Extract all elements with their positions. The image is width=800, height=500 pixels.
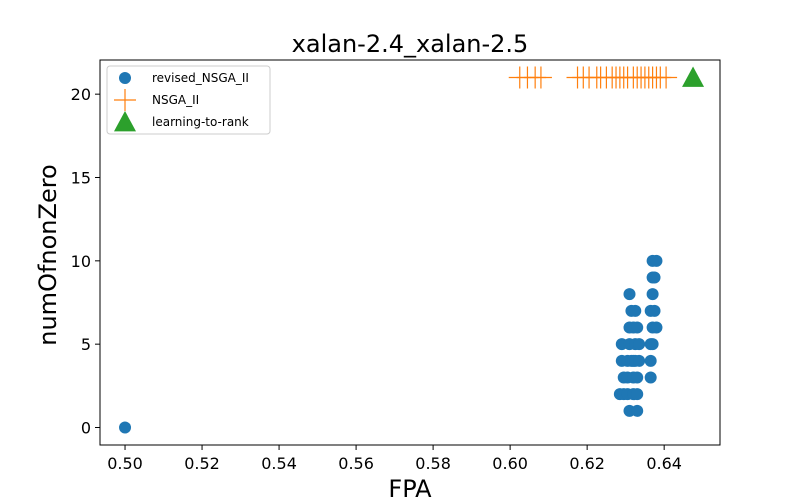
x-tick-label: 0.50: [107, 454, 143, 473]
x-tick-label: 0.60: [492, 454, 528, 473]
y-tick-label: 15: [71, 169, 91, 188]
nsga-ii-point: [529, 66, 552, 89]
legend-label-learning-to-rank: learning-to-rank: [152, 115, 249, 129]
legend: revised_NSGA_II NSGA_II learning-to-rank: [106, 65, 271, 135]
revised-nsga-ii-point: [629, 304, 642, 317]
revised-nsga-ii-point: [644, 371, 657, 384]
revised-nsga-ii-point: [633, 354, 646, 367]
x-tick-label: 0.64: [646, 454, 682, 473]
revised-nsga-ii-point: [648, 271, 661, 284]
legend-marker-learning-to-rank: [114, 111, 136, 132]
x-tick-label: 0.56: [338, 454, 374, 473]
x-axis-label: FPA: [388, 475, 432, 500]
y-tick-label: 10: [71, 252, 91, 271]
y-axis-label: numOfnonZero: [34, 164, 62, 345]
legend-box: [106, 65, 271, 135]
learning-to-rank-point: [682, 66, 705, 87]
revised-nsga-ii-point: [631, 371, 644, 384]
plot-frame: [99, 59, 721, 446]
chart-title: xalan-2.4_xalan-2.5: [292, 30, 529, 58]
x-tick-label: 0.62: [569, 454, 605, 473]
revised-nsga-ii-point: [623, 288, 636, 301]
revised-nsga-ii-point: [644, 354, 657, 367]
revised-nsga-ii-point: [119, 421, 132, 434]
y-tick-label: 5: [81, 335, 91, 354]
series-revised-nsga-ii: [119, 254, 663, 434]
revised-nsga-ii-point: [648, 304, 661, 317]
revised-nsga-ii-point: [646, 288, 659, 301]
revised-nsga-ii-point: [650, 254, 663, 267]
axes: 0.50 0.52 0.54 0.56 0.58 0.60 0.62 0.64 0 5 10 15 20: [71, 59, 721, 473]
revised-nsga-ii-point: [650, 321, 663, 334]
legend-label-nsga-ii: NSGA_II: [152, 93, 199, 107]
series-nsga-ii: [508, 66, 678, 89]
revised-nsga-ii-point: [631, 321, 644, 334]
series-learning-to-rank: [682, 66, 705, 87]
nsga-ii-point: [655, 66, 678, 89]
y-tick-label: 0: [81, 419, 91, 438]
legend-marker-revised-nsga-ii: [119, 72, 131, 84]
plot-marks: [119, 66, 705, 434]
revised-nsga-ii-point: [633, 338, 646, 351]
x-tick-label: 0.54: [261, 454, 297, 473]
revised-nsga-ii-point: [631, 404, 644, 417]
x-tick-label: 0.52: [184, 454, 220, 473]
revised-nsga-ii-point: [646, 338, 659, 351]
revised-nsga-ii-point: [631, 388, 644, 401]
legend-marker-nsga-ii: [114, 89, 136, 111]
y-tick-label: 20: [71, 85, 91, 104]
legend-label-revised-nsga-ii: revised_NSGA_II: [152, 71, 249, 85]
x-tick-label: 0.58: [415, 454, 451, 473]
